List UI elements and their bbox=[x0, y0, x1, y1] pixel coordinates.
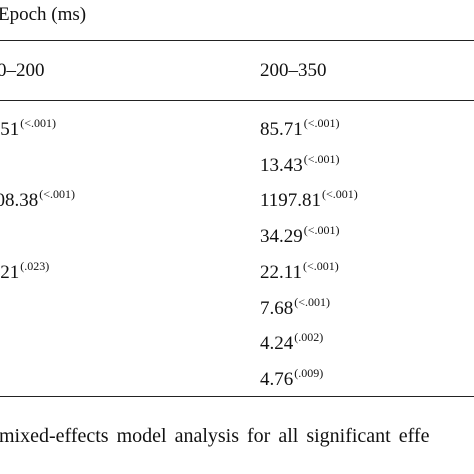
p-value: (<.001) bbox=[303, 116, 340, 130]
cell: 4.76(.009) bbox=[260, 367, 323, 389]
group-header: Epoch (ms) bbox=[0, 4, 87, 25]
p-value: (<.001) bbox=[303, 223, 340, 238]
cell-value: 13.43 bbox=[260, 154, 303, 176]
p-value: (<.001) bbox=[39, 187, 76, 202]
cell-value: 1197.81 bbox=[260, 190, 322, 212]
p-value: (<.001) bbox=[322, 187, 358, 202]
cell-value: 22.11 bbox=[260, 261, 303, 283]
cell: 22.11(<.001) bbox=[260, 260, 339, 282]
cell: 5.21(.023) bbox=[0, 260, 49, 282]
cell: 13.43(<.001) bbox=[260, 153, 340, 175]
p-value: (.009) bbox=[294, 365, 324, 380]
rule bbox=[0, 396, 474, 397]
rule bbox=[0, 100, 474, 101]
column-header: 0–200 bbox=[0, 60, 45, 81]
cell: 4.24(.002) bbox=[260, 331, 323, 353]
p-value: (<.001) bbox=[303, 151, 340, 166]
p-value: (.023) bbox=[20, 258, 50, 273]
cell-value: 108.38 bbox=[0, 190, 39, 212]
p-value: (<.001) bbox=[294, 294, 331, 309]
p-value: (.002) bbox=[294, 330, 324, 345]
cell-value: 7.68 bbox=[260, 297, 294, 319]
cell: 1197.81(<.001) bbox=[260, 188, 358, 210]
cell-value: 34.29 bbox=[260, 226, 303, 248]
p-value: (<.001) bbox=[20, 116, 57, 130]
rule bbox=[0, 40, 474, 41]
cell: 108.38(<.001) bbox=[0, 188, 75, 210]
column-header: 200–350 bbox=[260, 60, 327, 81]
p-value: (<.001) bbox=[303, 258, 339, 273]
cell: 7.68(<.001) bbox=[260, 296, 330, 318]
cell-value: 85.71 bbox=[260, 119, 303, 140]
cell: 34.29(<.001) bbox=[260, 224, 340, 246]
caption: mixed-effects model analysis for all sig… bbox=[0, 425, 430, 447]
cell: 0.51(<.001) bbox=[0, 117, 56, 139]
cell: 85.71(<.001) bbox=[260, 117, 340, 139]
cell-value: 5.21 bbox=[0, 261, 20, 283]
cell-value: 4.76 bbox=[260, 368, 294, 390]
cell-value: 0.51 bbox=[0, 119, 20, 140]
cell-value: 4.24 bbox=[260, 333, 294, 355]
